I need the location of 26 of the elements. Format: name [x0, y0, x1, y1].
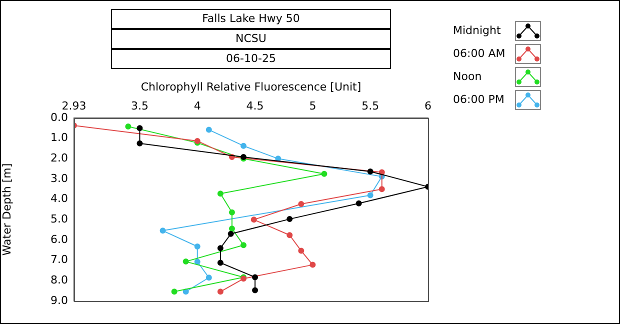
x-tick-label: 4 — [194, 99, 201, 112]
y-tick-label: 6.0 — [50, 232, 68, 246]
y-tick-label: 1.0 — [50, 131, 68, 144]
x-tick-label: 3.5 — [130, 99, 148, 112]
x-tick-label: 5 — [309, 99, 316, 112]
legend-label: 06:00 AM — [453, 47, 506, 60]
y-tick-label: 8.0 — [50, 274, 68, 287]
y-tick-label: 9.0 — [50, 294, 68, 307]
y-tick-label: 4.0 — [50, 192, 68, 206]
y-tick-label: 2.0 — [50, 152, 68, 165]
y-tick-label: 3.0 — [50, 172, 68, 185]
x-tick-label: 4.5 — [246, 99, 264, 112]
text: 06-10-25 — [111, 49, 391, 69]
y-tick-label: 0.0 — [50, 110, 68, 124]
x-tick-label: 2.93 — [62, 99, 86, 112]
chart-subtitle: NCSU — [111, 29, 391, 49]
legend-label: Midnight — [453, 24, 502, 37]
y-tick-label: 7.0 — [50, 253, 68, 266]
x-axis-title: Chlorophyll Relative Fluorescence [Unit] — [140, 80, 362, 94]
x-tick-label: 5.5 — [362, 99, 380, 112]
legend-label: 06:00 PM — [453, 93, 506, 106]
y-axis-title: Water Depth [m] — [0, 163, 14, 256]
chart-title: Falls Lake Hwy 50 — [111, 9, 391, 29]
text: Noon — [453, 70, 483, 83]
y-tick-label: 5.0 — [50, 212, 68, 226]
x-tick-label: 6 — [424, 99, 432, 112]
